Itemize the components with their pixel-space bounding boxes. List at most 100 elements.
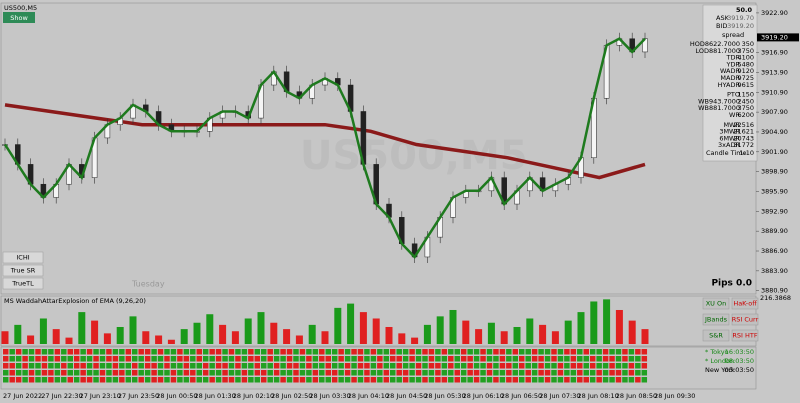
right-button-label[interactable]: RSI HTF [732,332,757,340]
info-label: WR [729,111,740,119]
signal-cell [338,377,344,383]
left-button-label[interactable]: TrueTL [11,280,34,288]
signal-cell [196,363,202,369]
signal-cell [170,356,177,362]
left-button[interactable] [2,251,44,264]
show-button[interactable] [3,12,35,23]
histogram-bar [539,324,547,344]
signal-cell [519,349,525,355]
ask-label: ASK [716,14,730,22]
y-tick-label: 3886.90 [761,247,788,255]
signal-cell [86,356,93,362]
signal-cell [377,377,383,383]
y-tick-label: 3895.90 [761,187,788,195]
signal-cell [609,349,615,355]
signal-cell [351,370,357,376]
histogram-bar [206,314,214,344]
signal-cell [54,370,61,376]
signal-cell [106,377,112,383]
info-value: 21621 [733,128,754,136]
right-button-label[interactable]: RSI Curr [732,316,759,324]
signal-cell [73,377,80,383]
signal-cell [196,370,202,376]
histogram-bar [487,322,495,344]
signal-cell [241,349,248,355]
signal-cell [577,363,583,369]
x-tick-label: 28 Jun 02:50 [271,392,312,400]
session-name: New York [705,366,735,374]
signal-cell [280,356,286,362]
info-label: 6MWR [719,134,740,142]
histogram-bar [295,335,303,344]
right-button[interactable] [702,329,730,342]
histogram-bar [91,320,99,344]
signal-cell [138,363,144,369]
signal-cell [73,349,80,355]
show-button-label[interactable]: Show [10,14,28,22]
signal-cell [248,377,254,383]
left-button-label[interactable]: True SR [10,267,36,275]
right-button-label[interactable]: JBands [704,316,728,324]
signal-cell [506,349,512,355]
slow-ma-line [4,103,646,180]
signal-cell [15,363,22,369]
signal-cell [319,377,325,383]
signal-cell [177,363,183,369]
signal-cell [370,370,377,376]
signal-cell [254,370,261,376]
signal-cell [144,363,151,369]
signal-cell [435,363,441,369]
histogram-bar [78,312,86,344]
right-button-label[interactable]: XU On [706,300,727,308]
signal-cell [99,349,106,355]
signal-cell [564,377,570,383]
signal-cell [177,377,183,383]
right-button-label[interactable]: S&R [709,332,723,340]
signal-cell [215,349,222,355]
right-button-label[interactable]: HaK-off [733,300,757,308]
signal-cell [596,363,602,369]
histogram-bar [155,335,163,344]
signal-cell [61,363,67,369]
signal-cell [35,377,41,383]
right-button[interactable] [702,297,730,310]
signal-cell [299,370,306,376]
signal-cell [570,356,577,362]
signal-cell [577,370,583,376]
signal-cell [41,363,48,369]
signal-cell [596,370,602,376]
signal-cell [144,356,151,362]
signal-cell [409,363,415,369]
signal-cell [370,363,377,369]
info-label: TDR [726,54,741,62]
signal-cell [22,356,28,362]
left-button[interactable] [2,264,44,277]
signal-cell [254,363,261,369]
right-button[interactable] [731,313,759,326]
signal-cell [202,377,209,383]
histogram-bar [321,331,329,344]
histogram-bar [308,324,316,344]
signal-cell [390,356,396,362]
left-button[interactable] [2,277,44,290]
signal-cell [202,356,209,362]
histogram-bar [52,329,60,344]
signal-cell [112,356,119,362]
signal-cell [609,377,615,383]
ask-value: 3919.70 [727,14,754,22]
left-button-label[interactable]: ICHI [16,254,29,262]
signal-cell [435,377,441,383]
signal-cell [428,370,435,376]
info-top: 50.0 [736,6,753,14]
right-button[interactable] [731,297,759,310]
pips: Pips 0.0 [711,279,752,289]
signal-cell [377,370,383,376]
signal-cell [415,356,422,362]
right-button[interactable] [731,329,759,342]
histogram-bar [359,312,367,344]
signal-cell [299,363,306,369]
right-button[interactable] [702,313,730,326]
signal-cell [409,349,415,355]
signal-cell [615,356,622,362]
